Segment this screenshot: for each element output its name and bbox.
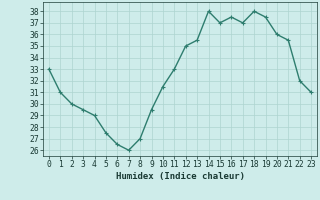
X-axis label: Humidex (Indice chaleur): Humidex (Indice chaleur): [116, 172, 244, 181]
